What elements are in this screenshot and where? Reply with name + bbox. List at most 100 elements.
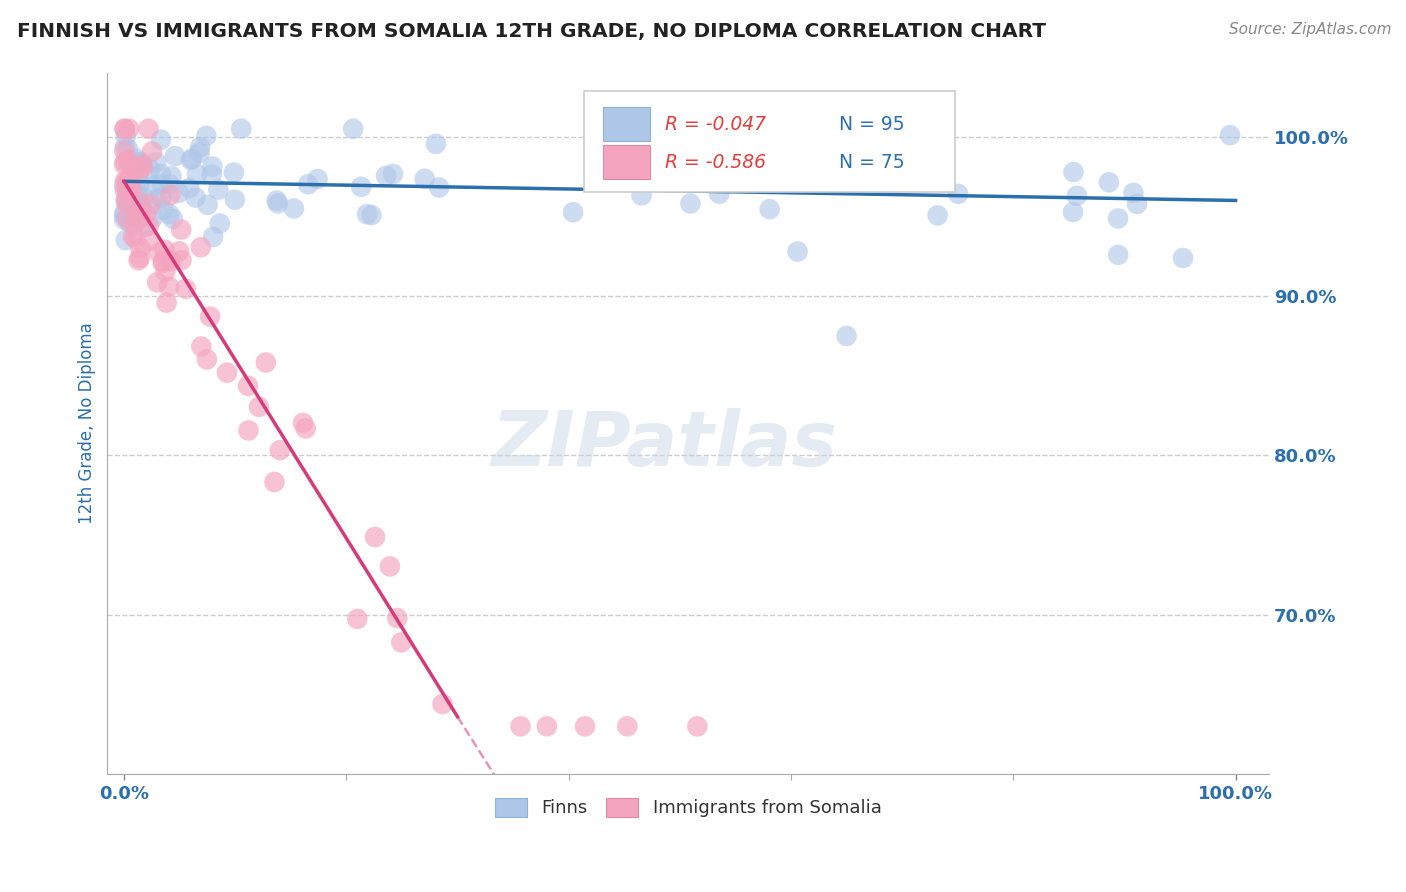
Point	[122, 229, 145, 244]
Text: R = -0.047: R = -0.047	[665, 115, 766, 134]
Point	[150, 178, 173, 192]
Point	[536, 719, 558, 733]
Text: N = 75: N = 75	[839, 153, 905, 171]
Point	[709, 186, 731, 201]
Point	[835, 329, 858, 343]
Point	[181, 152, 204, 166]
Point	[117, 189, 139, 203]
Point	[157, 279, 180, 293]
Point	[266, 194, 288, 208]
Point	[149, 133, 172, 147]
Point	[509, 719, 531, 733]
Point	[425, 136, 447, 151]
Point	[114, 122, 136, 136]
Point	[382, 167, 405, 181]
Point	[138, 121, 160, 136]
Point	[186, 167, 208, 181]
Point	[283, 202, 305, 216]
Point	[135, 208, 157, 222]
Text: ZIPatlas: ZIPatlas	[492, 408, 838, 482]
Point	[114, 183, 136, 197]
Point	[387, 611, 409, 625]
Point	[159, 188, 181, 202]
Point	[202, 230, 225, 244]
Point	[1126, 197, 1149, 211]
Point	[115, 196, 138, 211]
Point	[927, 208, 949, 222]
Point	[115, 174, 138, 188]
Point	[149, 167, 172, 181]
Point	[128, 251, 150, 265]
Point	[170, 222, 193, 236]
Bar	[603, 145, 650, 179]
Point	[195, 128, 218, 143]
Point	[195, 352, 218, 367]
Point	[294, 421, 316, 435]
Point	[159, 178, 181, 192]
Point	[115, 180, 138, 194]
Point	[150, 191, 173, 205]
Point	[167, 186, 190, 200]
Point	[162, 211, 184, 226]
Point	[224, 193, 246, 207]
Point	[117, 142, 139, 156]
Point	[170, 253, 193, 268]
Point	[115, 211, 138, 226]
Point	[389, 635, 412, 649]
Point	[112, 144, 135, 158]
Point	[132, 161, 155, 175]
Point	[190, 339, 212, 353]
Point	[350, 179, 373, 194]
Point	[152, 203, 174, 218]
Point	[222, 165, 245, 179]
Point	[132, 190, 155, 204]
Point	[267, 196, 290, 211]
Point	[118, 121, 141, 136]
Point	[188, 140, 211, 154]
Point	[207, 183, 229, 197]
Point	[112, 158, 135, 172]
Point	[269, 443, 291, 458]
Point	[562, 205, 585, 219]
Point	[197, 198, 219, 212]
Point	[167, 244, 190, 259]
Point	[153, 243, 176, 257]
Point	[131, 158, 153, 172]
Point	[378, 559, 401, 574]
Point	[114, 128, 136, 143]
Point	[1098, 175, 1121, 189]
Point	[679, 196, 702, 211]
Point	[342, 121, 364, 136]
Point	[115, 194, 138, 208]
Point	[129, 155, 152, 169]
Point	[114, 174, 136, 188]
Point	[129, 211, 152, 226]
Point	[786, 244, 808, 259]
Point	[117, 190, 139, 204]
Point	[1122, 186, 1144, 200]
Point	[179, 181, 201, 195]
FancyBboxPatch shape	[583, 90, 955, 192]
Point	[131, 202, 153, 216]
Point	[1107, 211, 1129, 226]
Point	[127, 189, 149, 203]
Point	[681, 134, 703, 148]
Point	[364, 530, 387, 544]
Point	[254, 355, 277, 369]
Point	[574, 719, 596, 733]
Point	[152, 256, 174, 270]
Point	[155, 295, 177, 310]
Point	[114, 154, 136, 169]
Point	[127, 155, 149, 169]
Point	[120, 176, 142, 190]
Point	[129, 177, 152, 191]
Point	[198, 310, 221, 324]
Point	[138, 219, 160, 233]
Point	[125, 210, 148, 224]
Bar	[603, 107, 650, 141]
Point	[711, 171, 734, 186]
Point	[427, 180, 450, 194]
Point	[174, 282, 197, 296]
Point	[190, 240, 212, 254]
Point	[125, 152, 148, 166]
